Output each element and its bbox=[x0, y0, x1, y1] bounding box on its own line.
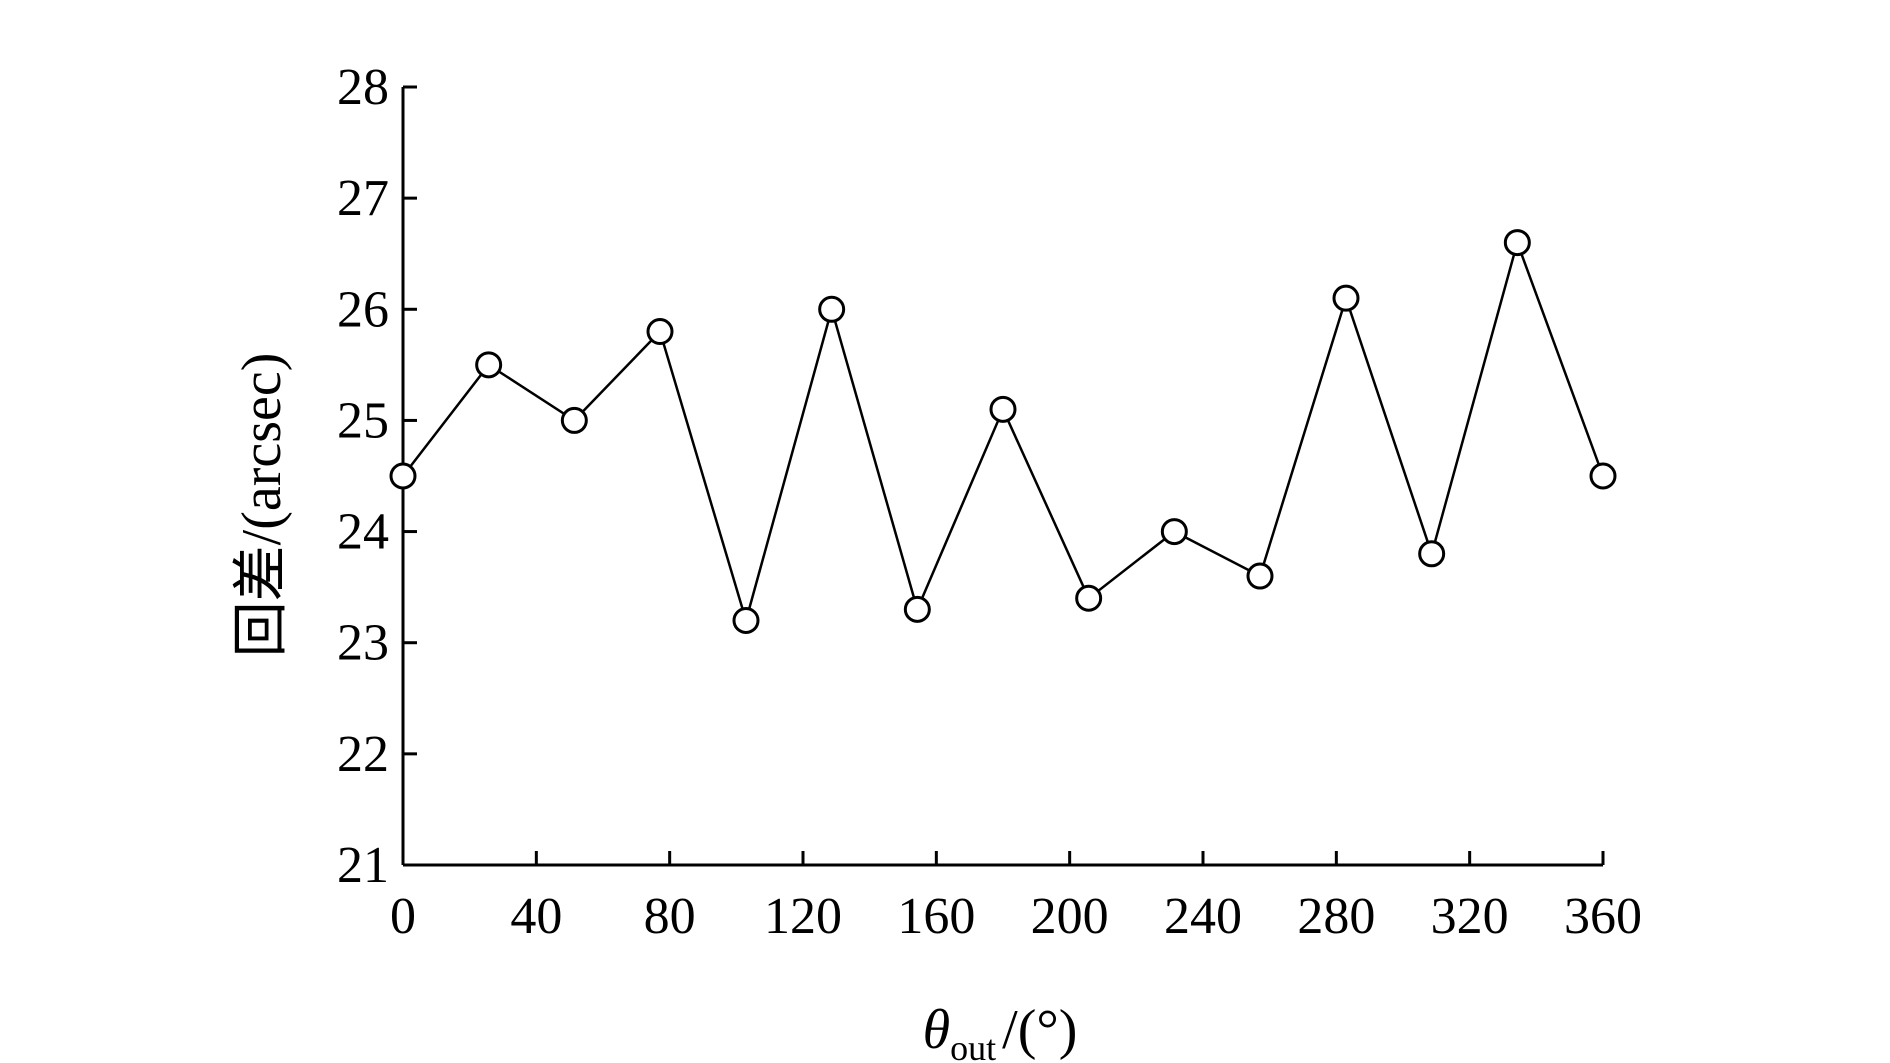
y-axis-title: 回差/(arcsec) bbox=[231, 353, 293, 658]
x-tick-label: 360 bbox=[1564, 888, 1642, 945]
y-tick-label: 23 bbox=[337, 615, 389, 672]
data-point bbox=[1075, 584, 1103, 612]
y-tick-label: 28 bbox=[337, 59, 389, 116]
y-tick-label: 22 bbox=[337, 726, 389, 783]
x-tick-label: 120 bbox=[764, 888, 842, 945]
axes bbox=[401, 87, 1603, 867]
x-axis-title: θout/(°) bbox=[923, 999, 1078, 1063]
x-tick-label: 0 bbox=[390, 888, 416, 945]
x-axis-unit: /(°) bbox=[1002, 999, 1077, 1061]
y-tick-label: 27 bbox=[337, 170, 389, 227]
data-point bbox=[646, 318, 674, 346]
x-axis-subscript: out bbox=[950, 1028, 996, 1063]
x-tick-label: 200 bbox=[1031, 888, 1109, 945]
data-point bbox=[1332, 284, 1360, 312]
plot-area bbox=[389, 229, 1617, 634]
x-tick-label: 40 bbox=[510, 888, 562, 945]
data-point bbox=[1246, 562, 1274, 590]
y-tick-label: 24 bbox=[337, 504, 389, 561]
data-point bbox=[560, 406, 588, 434]
x-tick-label: 160 bbox=[897, 888, 975, 945]
x-tick-label: 80 bbox=[644, 888, 696, 945]
x-axis-symbol: θ bbox=[923, 999, 951, 1061]
x-tick-label: 240 bbox=[1164, 888, 1242, 945]
data-point bbox=[1589, 462, 1617, 490]
data-point bbox=[818, 295, 846, 323]
data-point bbox=[1503, 229, 1531, 257]
y-tick-label: 26 bbox=[337, 281, 389, 338]
x-tick-label: 320 bbox=[1431, 888, 1509, 945]
y-tick-label: 21 bbox=[337, 837, 389, 894]
data-point bbox=[903, 595, 931, 623]
data-point bbox=[989, 395, 1017, 423]
x-tick-label: 280 bbox=[1297, 888, 1375, 945]
data-point bbox=[389, 462, 417, 490]
data-point bbox=[1418, 540, 1446, 568]
data-point bbox=[475, 351, 503, 379]
data-point bbox=[732, 606, 760, 634]
y-tick-label: 25 bbox=[337, 392, 389, 449]
data-point bbox=[1160, 518, 1188, 546]
